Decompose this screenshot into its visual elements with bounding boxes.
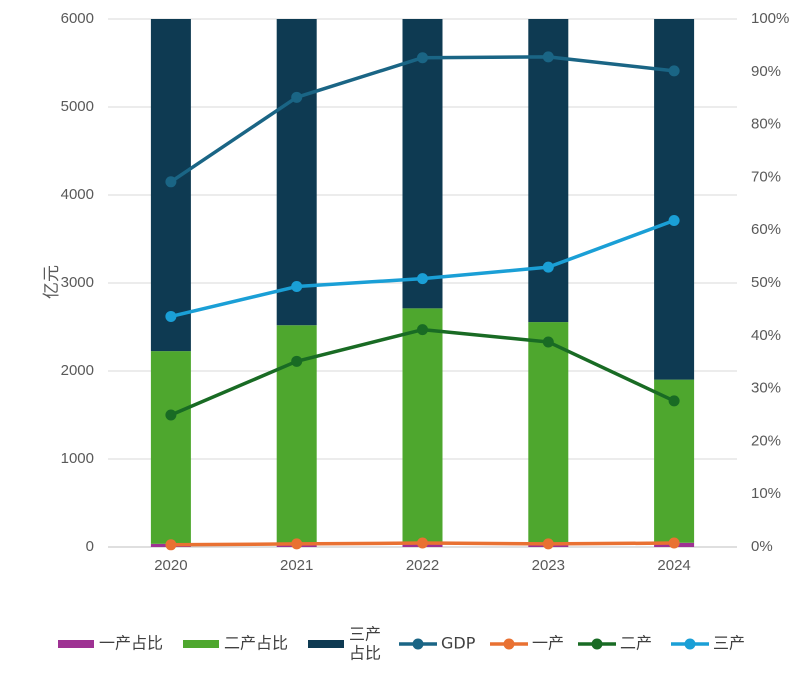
- right-tick-label: 0%: [751, 538, 773, 555]
- left-tick-label: 0: [86, 538, 94, 555]
- legend-marker: [503, 638, 515, 650]
- bar-segment: [528, 19, 569, 323]
- right-tick-label: 70%: [751, 168, 781, 185]
- left-axis-ticks: 0 1000 2000 3000 4000 5000 6000: [61, 10, 94, 555]
- right-tick-label: 30%: [751, 380, 781, 397]
- x-tick-label: 2024: [657, 557, 690, 574]
- data-point: [417, 52, 428, 64]
- right-tick-label: 10%: [751, 485, 781, 502]
- legend-marker: [591, 638, 603, 650]
- data-point: [668, 395, 680, 407]
- right-axis-ticks: 0% 10% 20% 30% 40% 50% 60% 70% 80% 90% 100%: [751, 10, 789, 555]
- x-axis-ticks: 2020 2021 2022 2023 2024: [154, 557, 691, 574]
- right-tick-label: 50%: [751, 274, 781, 291]
- data-point: [542, 538, 554, 550]
- legend-label: 一产占比: [99, 634, 163, 653]
- left-tick-label: 2000: [61, 362, 94, 379]
- data-point: [165, 176, 177, 188]
- data-point: [291, 91, 303, 103]
- x-tick-label: 2023: [532, 557, 565, 574]
- bar-segment: [654, 19, 695, 380]
- legend-swatch: [58, 640, 94, 648]
- data-point: [417, 324, 428, 336]
- line-series: [165, 51, 680, 551]
- right-tick-label: 90%: [751, 63, 781, 80]
- right-tick-label: 40%: [751, 327, 781, 344]
- data-point: [165, 310, 177, 322]
- legend-swatch: [308, 640, 344, 648]
- legend-label: 三产占比: [349, 625, 381, 663]
- data-point: [542, 336, 554, 348]
- bar-segment: [528, 322, 569, 545]
- left-tick-label: 4000: [61, 186, 94, 203]
- bar-segment: [402, 19, 443, 309]
- left-tick-label: 5000: [61, 98, 94, 115]
- legend-marker: [412, 638, 424, 650]
- data-point: [542, 51, 554, 63]
- data-point: [542, 261, 554, 273]
- legend-label: 二产占比: [224, 634, 288, 653]
- bar-segment: [402, 308, 443, 545]
- legend-label: GDP: [441, 634, 476, 653]
- data-point: [417, 273, 428, 285]
- data-point: [668, 215, 680, 227]
- x-tick-label: 2020: [154, 557, 187, 574]
- left-tick-label: 6000: [61, 10, 94, 27]
- legend-marker: [684, 638, 696, 650]
- right-tick-label: 100%: [751, 10, 789, 27]
- data-point: [165, 409, 177, 421]
- data-point: [668, 537, 680, 549]
- bar-segment: [654, 379, 695, 543]
- legend-swatch: [183, 640, 219, 648]
- x-tick-label: 2021: [280, 557, 313, 574]
- data-point: [668, 65, 680, 77]
- data-point: [165, 539, 177, 551]
- data-point: [417, 537, 428, 549]
- stacked-bars: [150, 19, 695, 547]
- bar-segment: [276, 19, 317, 326]
- data-point: [291, 538, 303, 550]
- legend-label: 三产: [713, 634, 745, 653]
- data-point: [291, 355, 303, 367]
- left-tick-label: 3000: [61, 274, 94, 291]
- right-tick-label: 80%: [751, 116, 781, 133]
- right-tick-label: 20%: [751, 432, 781, 449]
- right-tick-label: 60%: [751, 221, 781, 238]
- x-tick-label: 2022: [406, 557, 439, 574]
- y-axis-title: 亿元: [42, 265, 62, 299]
- data-point: [291, 281, 303, 293]
- legend: 一产占比 二产占比 三产占比 GDP 一产 二产 三产: [58, 625, 745, 663]
- legend-label: 二产: [620, 634, 652, 653]
- left-tick-label: 1000: [61, 450, 94, 467]
- legend-label: 一产: [532, 634, 564, 653]
- bar-segment: [150, 351, 191, 544]
